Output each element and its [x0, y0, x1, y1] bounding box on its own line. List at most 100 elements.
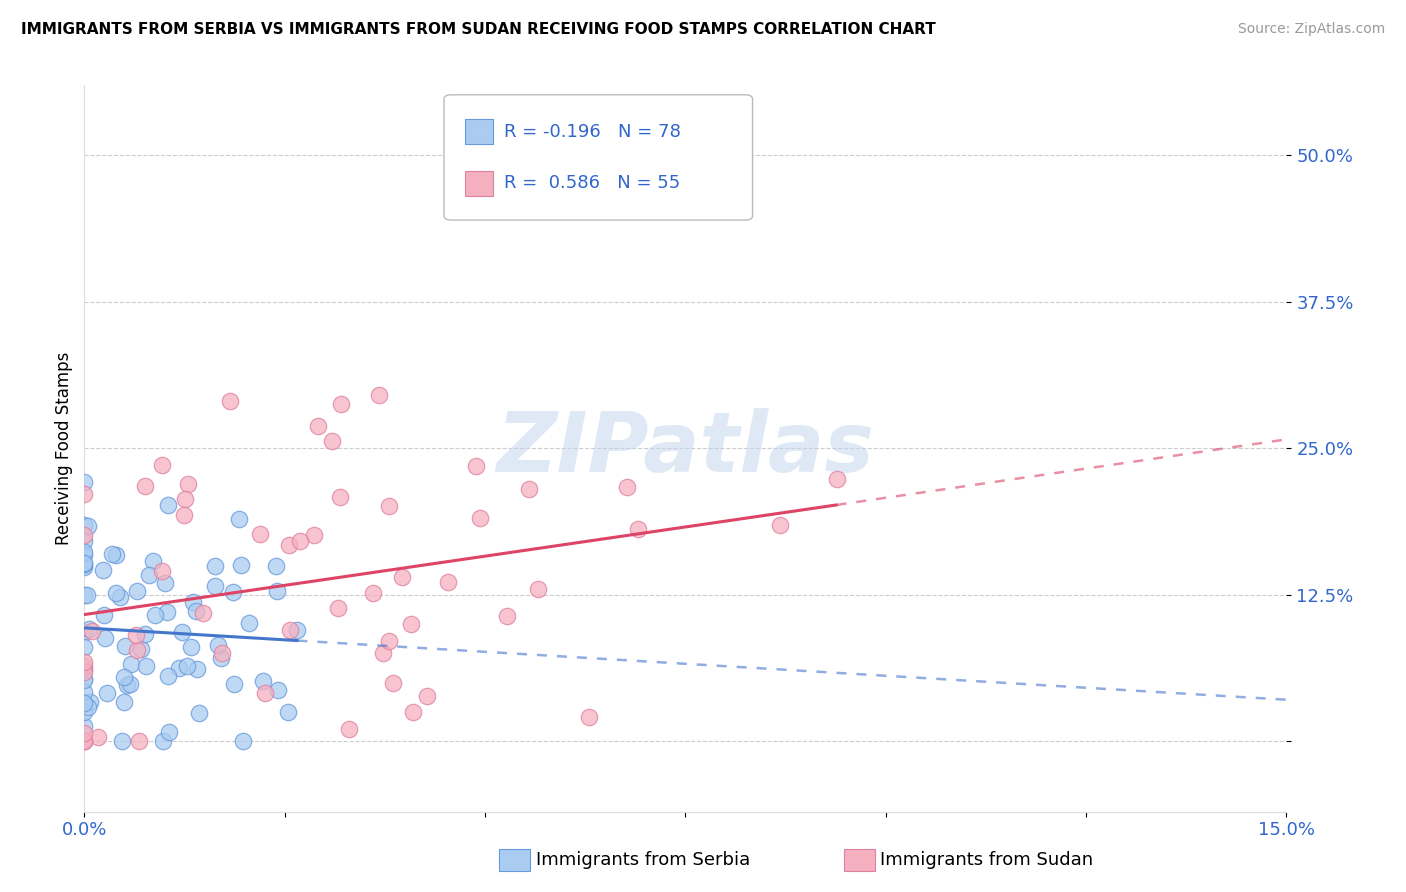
Point — [402, 705, 425, 719]
Point — [328, 600, 350, 615]
Point — [73, 655, 96, 669]
Point — [73, 556, 96, 570]
Point — [278, 624, 301, 638]
Point — [219, 393, 242, 408]
Point — [112, 670, 135, 684]
Point — [114, 640, 136, 654]
Point — [115, 678, 138, 692]
Point — [266, 583, 288, 598]
Point — [391, 570, 413, 584]
Point — [381, 676, 404, 690]
Point — [125, 627, 148, 641]
Text: ZIPatlas: ZIPatlas — [496, 408, 875, 489]
Point — [277, 705, 299, 719]
Text: Immigrants from Sudan: Immigrants from Sudan — [880, 851, 1094, 869]
Point — [288, 534, 311, 549]
Point — [112, 695, 135, 709]
Y-axis label: Receiving Food Stamps: Receiving Food Stamps — [55, 351, 73, 545]
Point — [76, 588, 98, 602]
Point — [167, 661, 190, 675]
Point — [252, 673, 274, 688]
Point — [76, 519, 98, 533]
Point — [152, 564, 174, 578]
Point — [73, 706, 96, 720]
Point — [73, 487, 96, 501]
Point — [73, 672, 96, 686]
Point — [224, 677, 246, 691]
Point — [120, 657, 142, 671]
Point — [73, 557, 96, 571]
Point — [155, 576, 177, 591]
Point — [96, 686, 118, 700]
Point — [321, 434, 343, 448]
Point — [73, 549, 96, 563]
Point — [73, 734, 96, 748]
Point — [495, 609, 517, 624]
Point — [264, 559, 287, 574]
Point — [73, 559, 96, 574]
Point — [73, 659, 96, 673]
Point — [73, 684, 96, 698]
Point — [156, 499, 179, 513]
Point — [142, 554, 165, 568]
Point — [156, 605, 179, 619]
Point — [307, 419, 329, 434]
Point — [361, 586, 384, 600]
Point — [73, 695, 96, 709]
Point — [181, 595, 204, 609]
Point — [110, 591, 132, 605]
Point — [128, 734, 150, 748]
Text: Source: ZipAtlas.com: Source: ZipAtlas.com — [1237, 22, 1385, 37]
Point — [138, 568, 160, 582]
Point — [287, 624, 309, 638]
Point — [73, 640, 96, 654]
Point — [180, 640, 202, 655]
Point — [249, 527, 271, 541]
Point — [104, 586, 127, 600]
Point — [73, 673, 96, 688]
Point — [329, 490, 352, 504]
Point — [468, 511, 491, 525]
Point — [129, 642, 152, 657]
Point — [118, 677, 141, 691]
Point — [127, 643, 149, 657]
Point — [73, 665, 96, 679]
Point — [232, 734, 254, 748]
Point — [207, 638, 229, 652]
Point — [367, 388, 389, 402]
Point — [222, 585, 245, 599]
Point — [143, 607, 166, 622]
Point — [135, 659, 157, 673]
Point — [176, 658, 198, 673]
Point — [229, 558, 252, 573]
Point — [73, 534, 96, 549]
Point — [377, 499, 399, 513]
Text: R = -0.196   N = 78: R = -0.196 N = 78 — [505, 123, 682, 141]
Point — [86, 731, 108, 745]
Point — [330, 397, 353, 411]
Point — [79, 622, 101, 636]
Point — [73, 719, 96, 733]
Point — [186, 662, 208, 676]
Point — [211, 646, 233, 660]
Point — [73, 734, 96, 748]
Point — [337, 722, 360, 736]
Point — [73, 517, 96, 532]
Point — [150, 458, 173, 472]
Text: IMMIGRANTS FROM SERBIA VS IMMIGRANTS FROM SUDAN RECEIVING FOOD STAMPS CORRELATIO: IMMIGRANTS FROM SERBIA VS IMMIGRANTS FRO… — [21, 22, 936, 37]
Point — [527, 582, 550, 596]
Text: R =  0.586   N = 55: R = 0.586 N = 55 — [505, 174, 681, 192]
Point — [399, 617, 422, 632]
Point — [204, 558, 226, 573]
Point — [73, 663, 96, 677]
Point — [73, 475, 96, 489]
Point — [157, 725, 180, 739]
Point — [73, 726, 96, 740]
Point — [436, 574, 458, 589]
Point — [416, 689, 439, 703]
Point — [73, 625, 96, 640]
Point — [104, 548, 127, 562]
Point — [277, 538, 299, 552]
Point — [134, 479, 156, 493]
Point — [73, 528, 96, 542]
